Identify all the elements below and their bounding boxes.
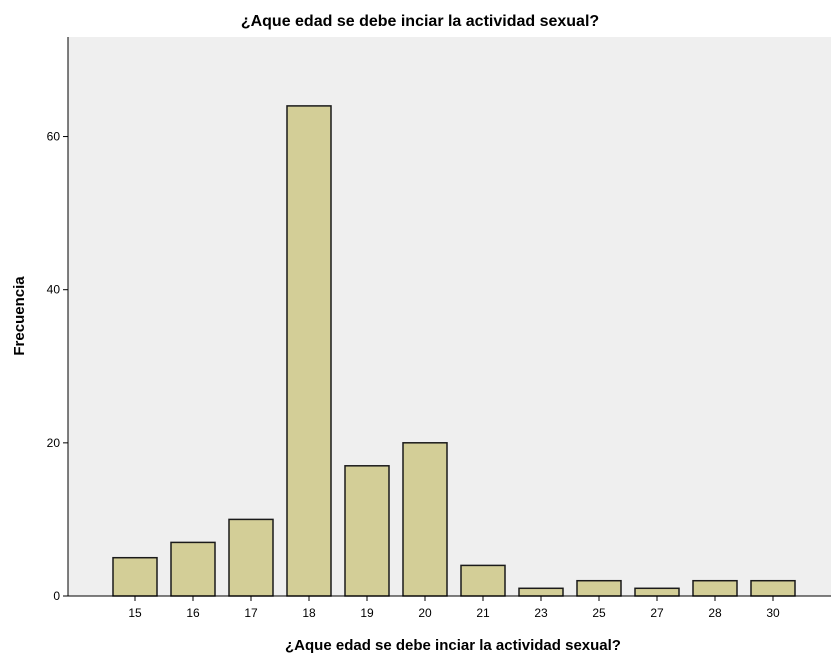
bar-20 xyxy=(402,442,448,597)
bar-25 xyxy=(576,579,622,597)
x-tick-label: 15 xyxy=(128,606,142,620)
x-tick-label: 23 xyxy=(534,606,548,620)
x-tick-label: 21 xyxy=(476,606,490,620)
bar-28 xyxy=(692,579,738,597)
bar-17 xyxy=(228,518,274,597)
bar-30 xyxy=(750,579,796,597)
x-tick-label: 28 xyxy=(708,606,722,620)
y-tick-label: 0 xyxy=(53,589,60,603)
x-tick-label: 25 xyxy=(592,606,606,620)
bar-19 xyxy=(344,465,390,597)
bar-15 xyxy=(112,556,158,597)
x-axis: 15 16 17 18 19 20 21 23 25 27 28 30 xyxy=(68,595,831,620)
bars-group xyxy=(112,105,796,597)
y-tick-label: 60 xyxy=(47,130,61,144)
x-tick-label: 27 xyxy=(650,606,664,620)
bar-27 xyxy=(634,587,680,597)
y-tick-label: 20 xyxy=(47,436,61,450)
x-tick-label: 30 xyxy=(766,606,780,620)
bar-23 xyxy=(518,587,564,597)
chart-title: ¿Aque edad se debe inciar la actividad s… xyxy=(241,13,599,30)
bar-16 xyxy=(170,541,216,597)
y-tick-label: 40 xyxy=(47,283,61,297)
y-axis: 0 20 40 60 xyxy=(47,37,69,603)
y-axis-label: Frecuencia xyxy=(11,276,28,356)
x-tick-label: 17 xyxy=(244,606,258,620)
x-tick-label: 16 xyxy=(186,606,200,620)
bar-18 xyxy=(286,105,332,597)
x-tick-label: 19 xyxy=(360,606,374,620)
bar-21 xyxy=(460,564,506,597)
x-axis-label: ¿Aque edad se debe inciar la actividad s… xyxy=(285,637,621,654)
plot-area xyxy=(68,37,831,596)
x-tick-label: 18 xyxy=(302,606,316,620)
x-tick-label: 20 xyxy=(418,606,432,620)
